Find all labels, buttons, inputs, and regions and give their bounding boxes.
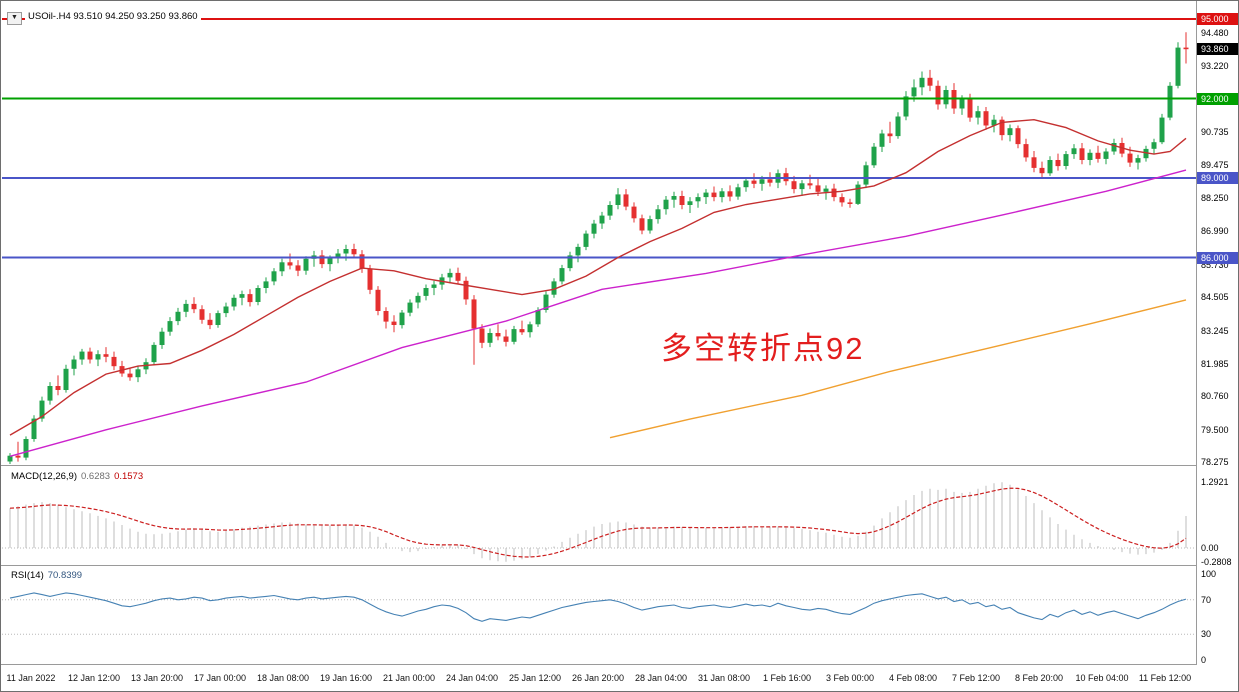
macd-indicator-label: MACD(12,26,9) 0.6283 0.1573 bbox=[9, 471, 146, 482]
price-badge: 92.000 bbox=[1197, 93, 1238, 105]
time-tick-label: 25 Jan 12:00 bbox=[508, 673, 562, 683]
price-tick-label: 86.990 bbox=[1201, 226, 1229, 236]
time-tick-label: 7 Feb 12:00 bbox=[951, 673, 1001, 683]
chevron-down-icon[interactable]: ▼ bbox=[7, 12, 22, 25]
macd-axis-label: 0.00 bbox=[1201, 543, 1219, 553]
rsi-axis-label: 30 bbox=[1201, 629, 1212, 639]
time-tick-label: 31 Jan 08:00 bbox=[697, 673, 751, 683]
main-chart-layer bbox=[2, 18, 1196, 464]
rsi-axis-label: 100 bbox=[1201, 569, 1217, 579]
price-tick-label: 93.220 bbox=[1201, 61, 1229, 71]
rsi-axis-label: 70 bbox=[1201, 595, 1212, 605]
time-tick-label: 8 Feb 20:00 bbox=[1014, 673, 1064, 683]
price-tick-label: 83.245 bbox=[1201, 326, 1229, 336]
price-axis[interactable]: 94.480 93.220 90.735 89.475 88.250 86.990 85.7… bbox=[1197, 1, 1238, 665]
macd-main-value: 0.6283 bbox=[81, 471, 111, 482]
price-tick-label: 80.760 bbox=[1201, 391, 1229, 401]
macd-signal-value: 0.1573 bbox=[114, 471, 144, 482]
time-tick-label: 1 Feb 16:00 bbox=[762, 673, 812, 683]
price-badge: 95.000 bbox=[1197, 13, 1238, 25]
rsi-axis-label: 0 bbox=[1201, 655, 1207, 665]
price-tick-label: 89.475 bbox=[1201, 160, 1229, 170]
price-tick-label: 81.985 bbox=[1201, 359, 1229, 369]
time-tick-label: 4 Feb 08:00 bbox=[888, 673, 938, 683]
price-tick-label: 84.505 bbox=[1201, 292, 1229, 302]
macd-axis-label: 1.2921 bbox=[1201, 477, 1229, 487]
price-badge: 89.000 bbox=[1197, 172, 1238, 184]
macd-name: MACD(12,26,9) bbox=[11, 471, 77, 482]
price-tick-label: 94.480 bbox=[1201, 28, 1229, 38]
price-tick-label: 79.500 bbox=[1201, 425, 1229, 435]
chart-annotation-text: 多空转折点92 bbox=[661, 331, 865, 366]
chart-ohlc-title: USOil-.H4 93.510 94.250 93.250 93.860 bbox=[25, 11, 201, 22]
time-tick-label: 21 Jan 00:00 bbox=[382, 673, 436, 683]
rsi-name: RSI(14) bbox=[11, 570, 44, 581]
price-tick-label: 78.275 bbox=[1201, 457, 1229, 467]
time-tick-label: 26 Jan 20:00 bbox=[571, 673, 625, 683]
price-tick-label: 85.730 bbox=[1201, 260, 1229, 270]
macd-axis-label: -0.2808 bbox=[1201, 557, 1232, 567]
time-tick-label: 3 Feb 00:00 bbox=[825, 673, 875, 683]
time-tick-label: 11 Feb 12:00 bbox=[1138, 673, 1192, 683]
time-tick-label: 12 Jan 12:00 bbox=[67, 673, 121, 683]
time-tick-label: 10 Feb 04:00 bbox=[1075, 673, 1129, 683]
price-tick-label: 90.735 bbox=[1201, 127, 1229, 137]
time-tick-label: 13 Jan 20:00 bbox=[130, 673, 184, 683]
rsi-value: 70.8399 bbox=[47, 570, 83, 581]
rsi-indicator-label: RSI(14) 70.8399 bbox=[9, 570, 85, 581]
time-axis[interactable]: 11 Jan 2022 12 Jan 12:00 13 Jan 20:00 17 Ja… bbox=[1, 665, 1238, 691]
price-tick-label: 88.250 bbox=[1201, 193, 1229, 203]
price-badge: 93.860 bbox=[1197, 43, 1238, 55]
time-tick-label: 19 Jan 16:00 bbox=[319, 673, 373, 683]
time-tick-label: 24 Jan 04:00 bbox=[445, 673, 499, 683]
price-badge: 86.000 bbox=[1197, 252, 1238, 264]
time-tick-label: 28 Jan 04:00 bbox=[634, 673, 688, 683]
time-tick-label: 18 Jan 08:00 bbox=[256, 673, 310, 683]
time-tick-label: 11 Jan 2022 bbox=[6, 673, 56, 683]
time-tick-label: 17 Jan 00:00 bbox=[193, 673, 247, 683]
indicator-layer bbox=[1, 1, 1238, 669]
